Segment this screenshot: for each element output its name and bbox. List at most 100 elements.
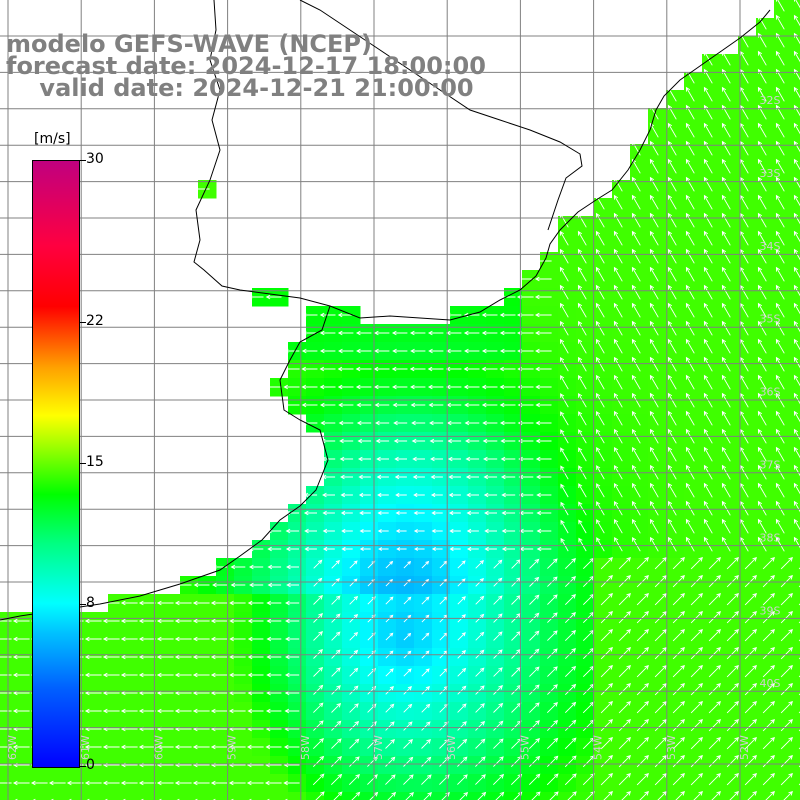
wind-arrow: [210, 600, 228, 606]
wind-cell: [738, 792, 757, 800]
wind-arrow: [464, 420, 480, 426]
wind-arrow: [757, 320, 767, 336]
wind-arrow: [403, 721, 413, 731]
wind-arrow: [374, 402, 390, 408]
wind-arrow: [667, 302, 677, 318]
wind-arrow: [564, 665, 577, 678]
wind-arrow: [703, 86, 713, 102]
wind-arrow: [775, 158, 785, 174]
wind-arrow: [138, 690, 156, 696]
wind-arrow: [631, 338, 641, 354]
wind-arrow: [349, 738, 360, 749]
wind-arrow: [465, 474, 479, 480]
wind-arrow: [192, 744, 210, 750]
wind-arrow: [672, 665, 685, 678]
wind-arrow: [348, 774, 360, 786]
latitude-label: 37S: [760, 459, 781, 472]
wind-arrow: [564, 755, 577, 768]
wind-arrow: [614, 536, 623, 552]
wind-arrow: [672, 755, 685, 768]
wind-arrow: [757, 266, 767, 282]
wind-arrow: [685, 212, 695, 228]
wind-arrow: [156, 618, 174, 624]
wind-arrow: [536, 528, 552, 534]
wind-arrow: [631, 374, 641, 390]
wind-arrow: [247, 672, 264, 678]
wind-arrow: [649, 374, 659, 390]
wind-arrow: [475, 703, 485, 713]
wind-arrow: [283, 744, 300, 750]
wind-arrow: [266, 600, 282, 606]
wind-arrow: [721, 356, 731, 372]
wind-arrow: [0, 746, 12, 748]
wind-arrow: [385, 774, 396, 785]
wind-arrow: [338, 348, 354, 354]
wind-arrow: [685, 536, 695, 552]
wind-arrow: [775, 518, 785, 534]
wind-arrow: [120, 708, 138, 714]
wind-arrow: [466, 492, 479, 498]
wind-arrow: [357, 456, 371, 462]
wind-arrow: [703, 320, 713, 336]
wind-arrow: [667, 482, 677, 498]
wind-arrow: [283, 348, 300, 354]
wind-arrow: [102, 690, 120, 696]
wind-arrow: [385, 668, 394, 677]
wind-arrow: [721, 86, 731, 102]
wind-arrow: [578, 356, 587, 372]
wind-arrow: [265, 294, 282, 300]
wind-arrow: [229, 654, 246, 660]
wind-arrow: [631, 320, 641, 336]
wind-arrow: [613, 284, 623, 300]
wind-cell: [792, 36, 800, 55]
wind-arrow: [639, 791, 649, 800]
wind-arrow: [391, 366, 408, 372]
wind-arrow: [632, 410, 641, 426]
wind-cell: [36, 792, 55, 800]
wind-cell: [792, 18, 800, 37]
wind-arrow: [413, 492, 425, 498]
wind-arrow: [685, 266, 695, 282]
wind-arrow: [412, 474, 425, 480]
wind-arrow: [349, 756, 360, 767]
wind-arrow: [501, 546, 515, 552]
wind-arrow: [560, 374, 569, 390]
wind-arrow: [192, 654, 210, 660]
wind-arrow: [703, 266, 713, 282]
wind-arrow: [319, 366, 336, 372]
wind-arrow: [192, 672, 210, 678]
wind-arrow: [421, 596, 430, 605]
wind-arrow: [210, 618, 228, 624]
wind-arrow: [690, 647, 703, 660]
wind-cell: [162, 792, 181, 800]
wind-arrow: [518, 492, 534, 498]
wind-arrow: [457, 721, 467, 731]
wind-arrow: [636, 611, 649, 624]
wind-arrow: [775, 194, 785, 210]
wind-arrow: [427, 366, 444, 372]
wind-arrow: [600, 647, 613, 660]
wind-arrow: [649, 140, 659, 156]
wind-arrow: [636, 575, 649, 588]
wind-arrow: [331, 560, 340, 569]
wind-arrow: [703, 446, 713, 462]
wind-arrow: [668, 500, 677, 516]
wind-arrow: [757, 176, 767, 192]
wind-arrow: [466, 546, 479, 552]
wind-arrow: [120, 744, 138, 750]
wind-arrow: [762, 611, 775, 624]
wind-arrow: [775, 212, 785, 228]
wind-arrow: [762, 701, 775, 714]
wind-arrow: [559, 284, 569, 300]
latitude-label: 40S: [760, 677, 781, 690]
wind-arrow: [301, 312, 318, 318]
wind-arrow: [285, 636, 300, 642]
wind-arrow: [672, 737, 685, 750]
wind-arrow: [536, 546, 552, 552]
wind-arrow: [703, 140, 713, 156]
wind-arrow: [685, 194, 695, 210]
wind-arrow: [84, 708, 102, 714]
wind-arrow: [102, 636, 120, 642]
wind-arrow: [632, 518, 641, 534]
wind-arrow: [403, 596, 412, 605]
